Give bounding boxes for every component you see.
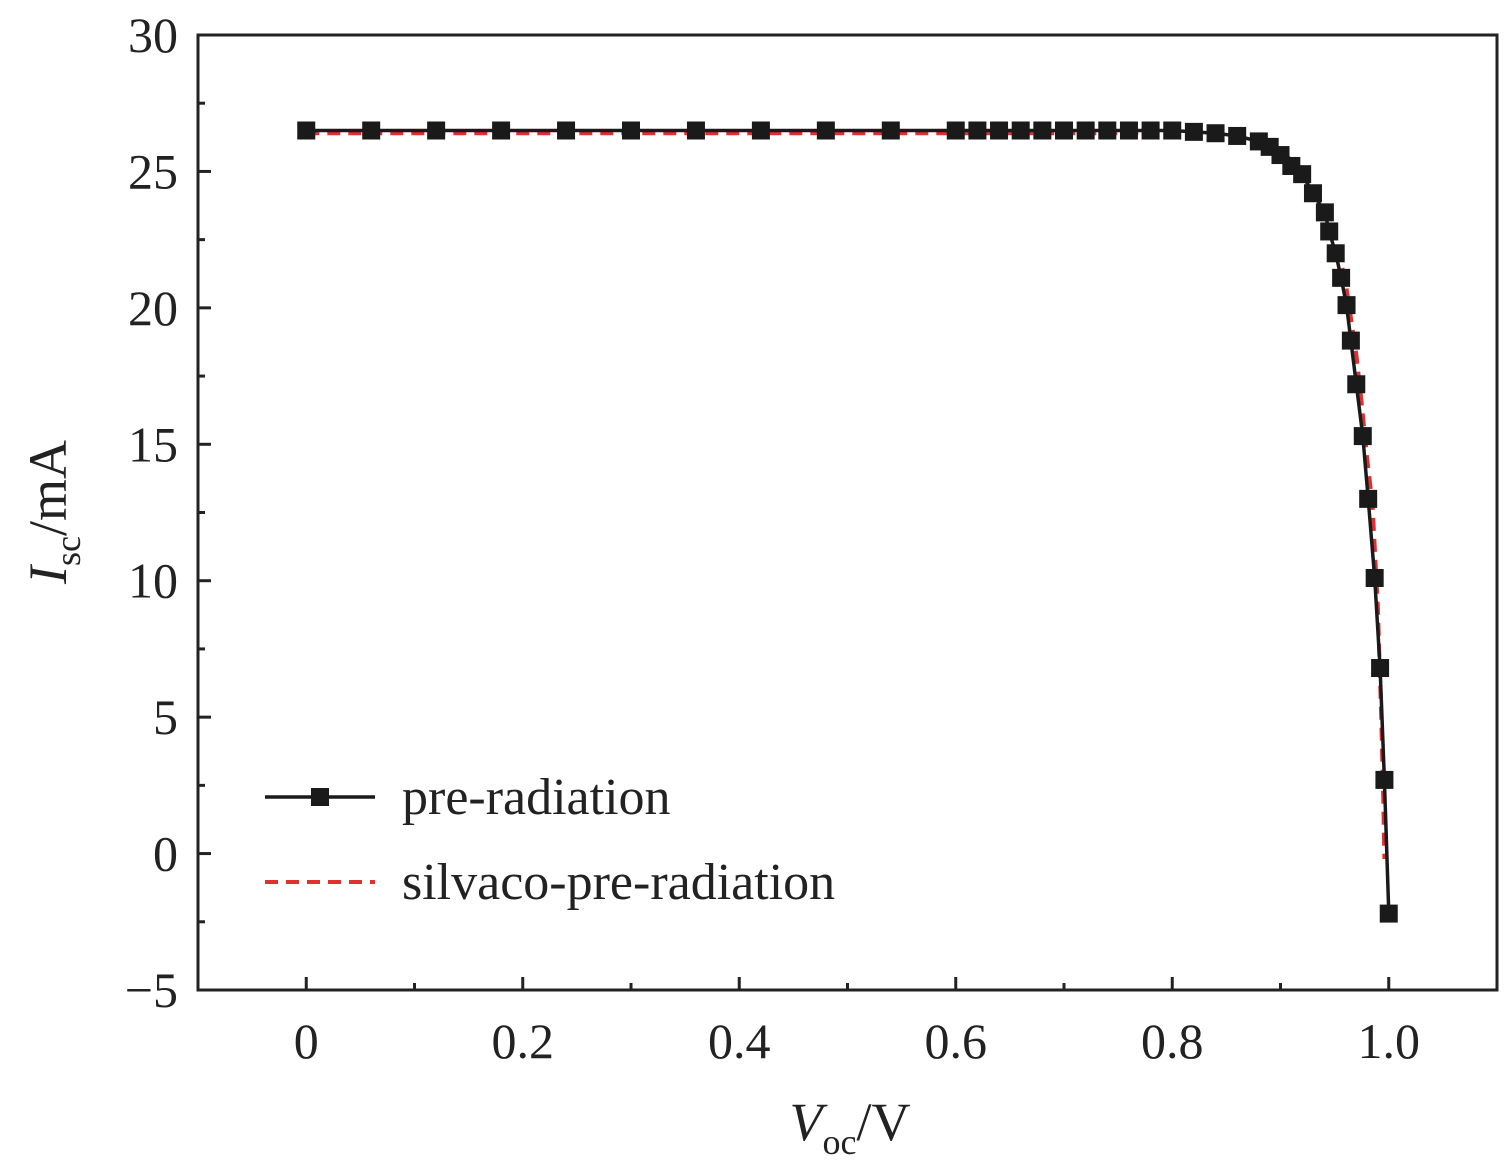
marker	[1303, 184, 1322, 203]
marker	[686, 121, 705, 140]
marker	[1365, 568, 1384, 587]
marker	[1371, 659, 1390, 678]
marker	[1379, 904, 1398, 923]
y-tick-label: 30	[128, 7, 178, 63]
x-tick-label: 0.6	[925, 1013, 988, 1069]
y-tick-label: 25	[128, 143, 178, 199]
marker	[1315, 203, 1334, 222]
y-axis-label: Isc/mA	[18, 440, 88, 585]
marker	[1141, 121, 1160, 140]
marker	[297, 121, 316, 140]
y-tick-label: 5	[153, 689, 178, 745]
y-tick-label: 0	[153, 826, 178, 882]
legend-label: silvaco-pre-radiation	[402, 854, 835, 911]
marker	[1119, 121, 1138, 140]
y-tick-label: 15	[128, 416, 178, 472]
marker	[1326, 244, 1345, 263]
marker	[816, 121, 835, 140]
marker	[1033, 121, 1052, 140]
marker	[1076, 121, 1095, 140]
marker	[1341, 331, 1360, 350]
marker	[881, 121, 900, 140]
x-tick-label: 0.2	[492, 1013, 555, 1069]
legend-label: pre-radiation	[402, 769, 671, 826]
y-tick-label: 10	[128, 553, 178, 609]
marker	[968, 121, 987, 140]
marker	[1332, 268, 1351, 287]
series-line	[306, 131, 1387, 860]
marker	[1163, 121, 1182, 140]
marker	[1353, 427, 1372, 446]
marker	[1320, 222, 1339, 241]
marker	[1375, 770, 1394, 789]
marker	[1337, 296, 1356, 315]
x-tick-label: 1.0	[1358, 1013, 1421, 1069]
y-label-main: I	[18, 563, 78, 585]
x-tick-label: 0	[294, 1013, 319, 1069]
x-axis-label: Voc/V	[790, 1092, 911, 1162]
marker	[1206, 124, 1225, 143]
marker	[622, 121, 640, 140]
marker	[557, 121, 576, 140]
marker	[1347, 375, 1366, 394]
y-label-sub: sc	[48, 536, 88, 566]
marker	[1184, 122, 1203, 141]
plot-frame	[196, 33, 1499, 992]
marker	[427, 121, 446, 140]
y-tick-label: −5	[125, 962, 178, 1018]
marker	[1011, 121, 1030, 140]
marker	[362, 121, 381, 140]
marker	[1055, 121, 1073, 140]
x-label-sub: oc	[823, 1122, 857, 1162]
marker	[1359, 489, 1378, 508]
marker	[1098, 121, 1117, 140]
x-tick-label: 0.8	[1141, 1013, 1204, 1069]
y-label-unit: /mA	[18, 440, 78, 536]
marker	[1228, 126, 1247, 145]
marker	[946, 121, 965, 140]
x-label-unit: /V	[856, 1092, 910, 1152]
marker	[751, 121, 770, 140]
marker	[492, 121, 511, 140]
y-tick-label: 20	[128, 280, 178, 336]
legend-marker	[311, 788, 329, 806]
marker	[990, 121, 1009, 140]
marker	[1293, 165, 1312, 184]
x-label-main: V	[790, 1092, 829, 1152]
x-tick-label: 0.4	[708, 1013, 771, 1069]
